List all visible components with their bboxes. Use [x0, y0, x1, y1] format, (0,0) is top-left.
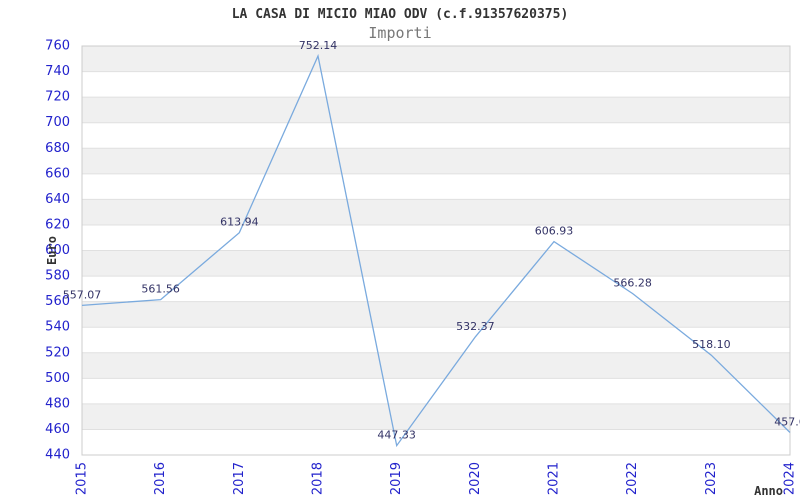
y-axis-title: Euro: [45, 236, 59, 265]
x-tick-label: 2021: [547, 462, 562, 495]
y-tick-label: 680: [45, 141, 70, 156]
x-tick-label: 2017: [232, 462, 247, 495]
y-tick-label: 520: [45, 345, 70, 360]
data-point-label: 606.93: [535, 225, 574, 238]
x-tick-label: 2023: [704, 462, 719, 495]
y-tick-label: 480: [45, 396, 70, 411]
background-band: [82, 199, 790, 225]
background-band: [82, 46, 790, 72]
y-tick-label: 720: [45, 90, 70, 105]
x-tick-label: 2024: [783, 462, 798, 495]
y-tick-label: 660: [45, 166, 70, 181]
plot-border: [81, 45, 791, 456]
y-tick-label: 620: [45, 217, 70, 232]
chart-subtitle: Importi: [368, 24, 432, 42]
background-band: [82, 97, 790, 123]
y-tick-label: 640: [45, 192, 70, 207]
y-tick-label: 500: [45, 371, 70, 386]
x-axis-title: Anno: [754, 484, 783, 498]
x-tick-label: 2018: [311, 462, 326, 495]
y-tick-label: 580: [45, 269, 70, 284]
data-point-label: 457.6: [774, 416, 800, 429]
data-point-label: 447.33: [377, 429, 416, 442]
x-tick-label: 2022: [625, 462, 640, 495]
background-band: [82, 250, 790, 277]
y-tick-label: 540: [45, 320, 70, 335]
background-band: [82, 301, 790, 328]
background-band: [82, 352, 790, 379]
y-tick-label: 740: [45, 64, 70, 79]
chart-title: LA CASA DI MICIO MIAO ODV (c.f.913576203…: [231, 7, 569, 22]
data-point-label: 566.28: [613, 277, 652, 290]
background-band: [82, 403, 790, 430]
x-tick-label: 2015: [75, 462, 90, 495]
y-tick-label: 460: [45, 422, 70, 437]
y-tick-label: 700: [45, 115, 70, 130]
x-tick-label: 2020: [468, 462, 483, 495]
data-point-label: 557.07: [63, 288, 102, 301]
background-band: [82, 148, 790, 174]
data-point-label: 561.56: [141, 283, 180, 296]
data-point-label: 518.10: [692, 338, 731, 351]
y-tick-label: 760: [45, 39, 70, 54]
data-point-label: 752.14: [299, 39, 338, 52]
y-tick-label: 440: [45, 448, 70, 463]
data-point-label: 532.37: [456, 320, 495, 333]
series-line: [81, 53, 791, 448]
data-point-label: 613.94: [220, 216, 259, 229]
y-tick-label: 560: [45, 294, 70, 309]
y-tick-label: 600: [45, 243, 70, 258]
x-tick-label: 2016: [153, 462, 168, 495]
x-tick-label: 2019: [389, 462, 404, 495]
